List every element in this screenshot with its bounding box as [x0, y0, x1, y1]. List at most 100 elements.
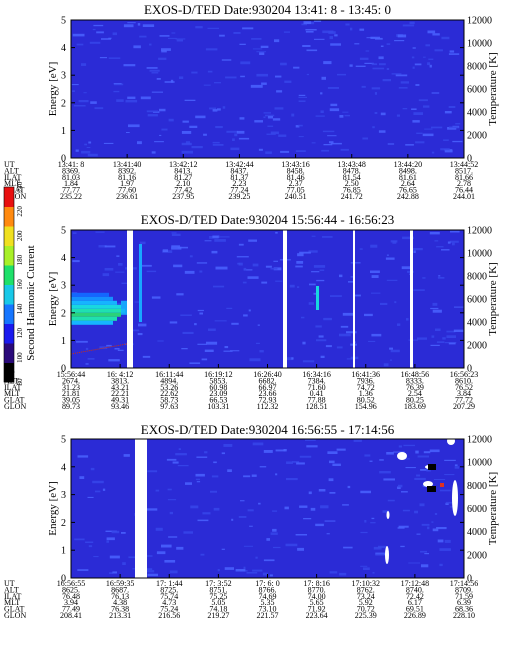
y-tick-label-right: 2000 — [467, 341, 487, 352]
noise-cell — [249, 525, 253, 527]
ephemeris-value: 0.41 — [310, 389, 324, 398]
noise-cell — [316, 279, 325, 282]
noise-cell — [83, 92, 87, 94]
ephemeris-value: 3813. — [111, 376, 129, 385]
noise-cell — [85, 363, 89, 365]
noise-cell — [275, 449, 286, 452]
noise-cell — [280, 62, 287, 66]
data-gap — [135, 439, 147, 578]
ephemeris-value: 16:34:16 — [302, 370, 330, 379]
ephemeris-value: 17: 1:44 — [156, 579, 182, 588]
ephemeris-row-label: UT — [4, 579, 15, 588]
noise-cell — [221, 548, 225, 550]
noise-cell — [87, 153, 98, 157]
y-tick-label-left: 3 — [61, 490, 66, 501]
noise-cell — [180, 314, 192, 316]
noise-cell — [86, 147, 91, 148]
noise-cell — [275, 231, 278, 234]
noise-cell — [432, 302, 438, 306]
noise-cell — [303, 518, 312, 520]
noise-cell — [199, 270, 203, 273]
ephemeris-value: 3.94 — [64, 598, 78, 607]
noise-cell — [444, 342, 457, 344]
noise-cell — [383, 363, 389, 367]
noise-cell — [114, 348, 120, 350]
ephemeris-value: 13:43:48 — [337, 160, 365, 169]
ephemeris-value: 16:59:35 — [106, 579, 134, 588]
band-strip — [71, 316, 117, 321]
noise-cell — [243, 267, 247, 271]
noise-cell — [455, 123, 461, 125]
noise-cell — [157, 340, 164, 342]
noise-cell — [168, 118, 174, 122]
noise-cell — [71, 84, 79, 86]
noise-cell — [175, 453, 187, 456]
noise-cell — [230, 350, 240, 352]
noise-cell — [423, 105, 430, 108]
noise-cell — [339, 572, 347, 576]
noise-cell — [444, 111, 452, 114]
noise-cell — [197, 343, 207, 345]
noise-cell — [181, 131, 192, 134]
ephemeris-value: 1.84 — [64, 179, 78, 188]
noise-cell — [133, 45, 141, 49]
noise-cell — [439, 489, 451, 492]
ephemeris-value: 17: 8:16 — [303, 579, 329, 588]
noise-cell — [421, 523, 430, 526]
noise-cell — [298, 136, 304, 138]
noise-cell — [339, 274, 343, 278]
data-gap — [283, 230, 287, 368]
noise-cell — [292, 461, 300, 463]
noise-cell — [226, 307, 233, 309]
band-strip — [71, 308, 125, 313]
noise-cell — [75, 340, 88, 343]
noise-cell — [386, 452, 394, 455]
ephemeris-value: 13:41: 8 — [58, 160, 84, 169]
noise-cell — [298, 100, 306, 102]
noise-cell — [328, 478, 334, 482]
ephemeris-value: 77.42 — [174, 186, 192, 195]
noise-cell — [104, 268, 114, 271]
noise-cell — [270, 267, 278, 270]
noise-cell — [159, 108, 166, 112]
noise-cell — [84, 143, 87, 146]
y-tick-label-left: 5 — [61, 435, 66, 446]
noise-cell — [316, 339, 327, 342]
noise-cell — [386, 43, 391, 45]
burst-streak — [139, 244, 142, 322]
noise-cell — [297, 286, 300, 288]
plot-area — [71, 230, 464, 368]
ephemeris-value: 76.13 — [111, 592, 129, 601]
noise-cell — [448, 342, 456, 345]
noise-cell — [147, 573, 158, 577]
noise-cell — [156, 78, 161, 80]
ephemeris-value: 2.10 — [176, 179, 190, 188]
noise-cell — [284, 80, 292, 83]
ephemeris-value: 8369. — [62, 166, 80, 175]
noise-cell — [340, 148, 349, 151]
ephemeris-value: 241.72 — [341, 192, 363, 201]
spectrogram-noise — [74, 439, 460, 577]
ephemeris-value: 8740. — [406, 585, 424, 594]
noise-cell — [162, 249, 168, 252]
ephemeris-value: 237.95 — [172, 192, 194, 201]
ephemeris-value: 154.96 — [355, 402, 377, 411]
colorbar-swatch — [4, 226, 14, 246]
noise-cell — [340, 325, 349, 328]
noise-cell — [202, 512, 211, 515]
noise-cell — [423, 56, 426, 58]
noise-cell — [232, 138, 235, 141]
ephemeris-row-label: GLON — [4, 192, 26, 201]
noise-cell — [167, 499, 177, 501]
ephemeris-row-label: GLON — [4, 402, 26, 411]
ephemeris-value: 15:56:44 — [57, 370, 85, 379]
noise-cell — [318, 489, 326, 492]
noise-cell — [429, 231, 440, 235]
noise-cell — [239, 117, 245, 120]
ephemeris-value: 8498. — [399, 166, 417, 175]
y-tick-label-left: 2 — [61, 518, 66, 529]
noise-cell — [88, 545, 93, 548]
noise-cell — [164, 81, 175, 83]
y-tick-label-left: 5 — [61, 16, 66, 27]
